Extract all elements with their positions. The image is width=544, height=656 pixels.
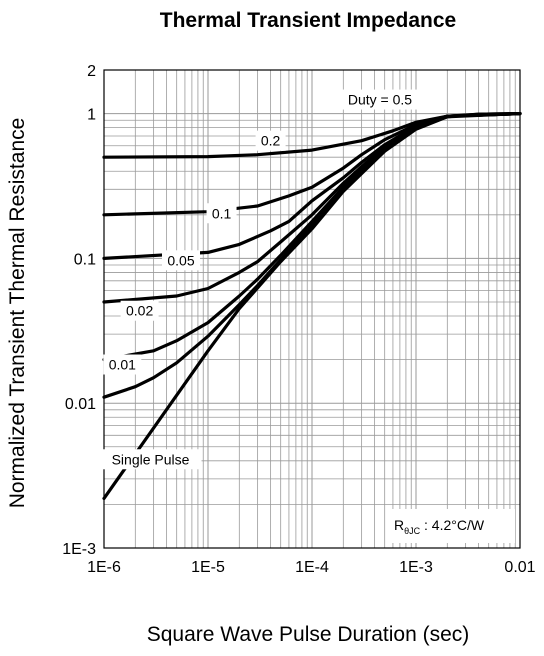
y-tick-label: 2	[87, 63, 96, 80]
grid	[104, 70, 520, 548]
curve-labels: Duty = 0.5 0.2 0.1 0.05 0.02 0.01 Single Pulse	[99, 89, 423, 470]
series-label: Single Pulse	[112, 451, 190, 467]
chart-title: Thermal Transient Impedance	[160, 9, 456, 32]
series-label-background	[336, 89, 423, 110]
y-tick-label: 1	[87, 107, 96, 124]
series-label: Duty = 0.5	[348, 92, 412, 108]
series-label-background	[255, 130, 286, 151]
rth-annotation: RθJC : 4.2°C/W	[387, 509, 515, 543]
series-label-background	[99, 449, 202, 470]
x-tick-label: 0.01	[504, 559, 535, 576]
plot-frame	[103, 69, 521, 549]
series-label: 0.01	[109, 357, 136, 373]
y-tick-label: 0.01	[65, 396, 96, 413]
x-tick-label: 1E-3	[399, 559, 433, 576]
series-label: 0.02	[126, 303, 153, 319]
x-tick-label: 1E-4	[295, 559, 329, 576]
y-tick-label: 0.1	[74, 251, 96, 268]
series-label-background	[103, 354, 142, 375]
annotation-box	[387, 509, 515, 543]
curves	[102, 111, 522, 500]
y-tick-label: 1E-3	[62, 541, 96, 558]
y-tick-labels: 1E-3 0.01 0.1 1 2	[62, 63, 96, 558]
annotation-value: : 4.2°C/W	[420, 517, 485, 533]
x-tick-label: 1E-6	[87, 559, 121, 576]
y-axis-label: Normalized Transient Thermal Resistance	[6, 118, 29, 509]
series-label-background	[206, 203, 237, 224]
series-label: 0.1	[212, 205, 232, 221]
series-label-background	[120, 300, 159, 321]
annotation-subscript: θJC	[404, 526, 421, 536]
series-label-background	[161, 250, 200, 271]
annotation-symbol: R	[394, 517, 404, 533]
x-axis-label: Square Wave Pulse Duration (sec)	[147, 623, 470, 646]
x-tick-label: 1E-5	[191, 559, 225, 576]
series-label: 0.2	[261, 133, 281, 149]
x-tick-labels: 1E-6 1E-5 1E-4 1E-3 0.01	[87, 559, 536, 576]
series-line	[102, 111, 522, 500]
annotation-text: RθJC : 4.2°C/W	[394, 517, 485, 536]
series-label: 0.05	[167, 252, 194, 268]
